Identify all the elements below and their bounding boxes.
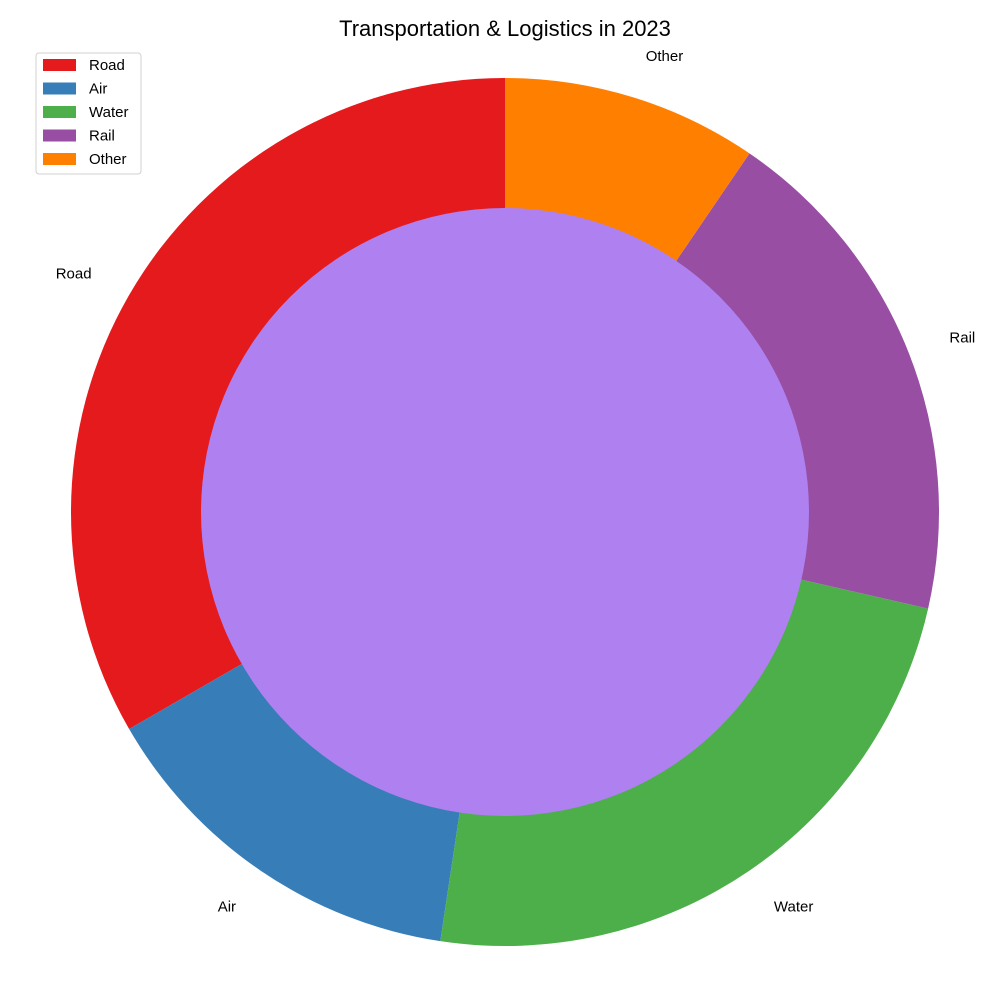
legend-label-road: Road [89, 57, 125, 74]
legend-label-rail: Rail [89, 128, 115, 145]
legend-swatch-rail [43, 129, 76, 142]
donut-center [201, 208, 809, 816]
slice-label-water: Water [774, 898, 813, 915]
slice-label-air: Air [218, 898, 236, 915]
legend-swatch-road [43, 59, 76, 71]
legend-label-water: Water [89, 104, 128, 121]
legend: Road Air Water Rail Other [35, 52, 142, 175]
slice-label-other: Other [646, 48, 684, 65]
legend-swatch-air [43, 82, 76, 95]
legend-swatch-water [43, 106, 76, 118]
chart-title: Transportation & Logistics in 2023 [339, 16, 671, 41]
legend-label-other: Other [89, 151, 127, 168]
legend-label-air: Air [89, 81, 107, 98]
slice-label-road: Road [56, 265, 92, 282]
slice-label-rail: Rail [949, 330, 975, 347]
legend-swatch-other [43, 153, 76, 165]
slice-labels: Road Air Water Rail Other [56, 48, 976, 916]
